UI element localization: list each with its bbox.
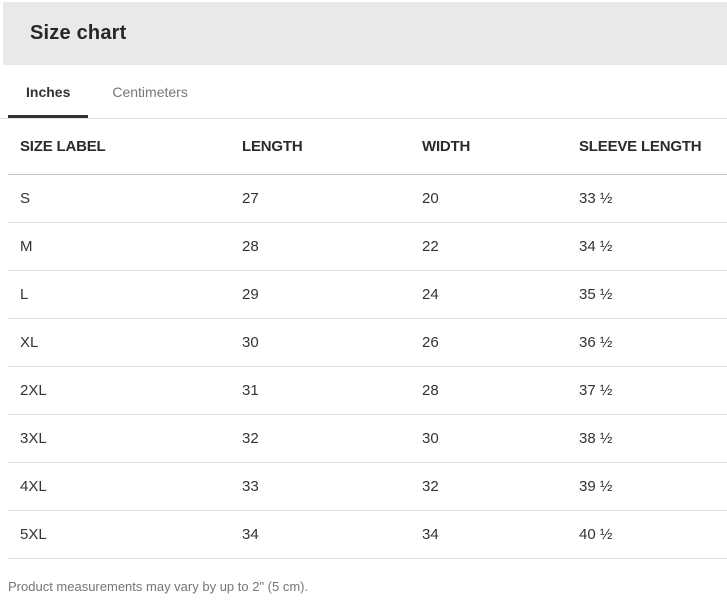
table-row: 2XL 31 28 37 ½ — [8, 367, 727, 415]
unit-tab-bar: Inches Centimeters — [0, 65, 727, 119]
cell-sleeve-length: 38 ½ — [579, 430, 613, 447]
cell-size-label: L — [20, 286, 29, 303]
cell-length: 27 — [242, 190, 259, 207]
cell-size-label: 2XL — [20, 382, 47, 399]
cell-width: 22 — [422, 238, 439, 255]
column-header-length: LENGTH — [242, 138, 303, 155]
table-row: 4XL 33 32 39 ½ — [8, 463, 727, 511]
tab-centimeters-label: Centimeters — [112, 83, 188, 100]
table-row: 3XL 32 30 38 ½ — [8, 415, 727, 463]
cell-size-label: M — [20, 238, 33, 255]
cell-width: 30 — [422, 430, 439, 447]
cell-sleeve-length: 40 ½ — [579, 526, 613, 543]
dialog-titlebar: Size chart — [3, 2, 727, 65]
cell-length: 29 — [242, 286, 259, 303]
table-row: 5XL 34 34 40 ½ — [8, 511, 727, 559]
table-row: M 28 22 34 ½ — [8, 223, 727, 271]
cell-length: 28 — [242, 238, 259, 255]
cell-sleeve-length: 34 ½ — [579, 238, 613, 255]
cell-sleeve-length: 33 ½ — [579, 190, 613, 207]
cell-sleeve-length: 35 ½ — [579, 286, 613, 303]
cell-width: 20 — [422, 190, 439, 207]
cell-width: 26 — [422, 334, 439, 351]
table-row: XL 30 26 36 ½ — [8, 319, 727, 367]
cell-width: 28 — [422, 382, 439, 399]
cell-sleeve-length: 37 ½ — [579, 382, 613, 399]
cell-length: 30 — [242, 334, 259, 351]
cell-size-label: S — [20, 190, 31, 207]
column-header-sleeve-length: SLEEVE LENGTH — [579, 138, 702, 155]
tab-inches-label: Inches — [26, 83, 71, 100]
cell-size-label: 5XL — [20, 526, 47, 543]
column-header-width: WIDTH — [422, 138, 471, 155]
cell-width: 32 — [422, 478, 439, 495]
cell-sleeve-length: 39 ½ — [579, 478, 613, 495]
cell-length: 32 — [242, 430, 259, 447]
cell-sleeve-length: 36 ½ — [579, 334, 613, 351]
cell-size-label: 4XL — [20, 478, 47, 495]
cell-size-label: 3XL — [20, 430, 47, 447]
tab-inches[interactable]: Inches — [8, 65, 89, 118]
measurement-disclaimer: Product measurements may vary by up to 2… — [8, 579, 309, 594]
table-row: L 29 24 35 ½ — [8, 271, 727, 319]
cell-length: 31 — [242, 382, 259, 399]
cell-width: 24 — [422, 286, 439, 303]
table-header-row: SIZE LABEL LENGTH WIDTH SLEEVE LENGTH — [8, 119, 727, 175]
cell-length: 33 — [242, 478, 259, 495]
cell-width: 34 — [422, 526, 439, 543]
table-row: S 27 20 33 ½ — [8, 175, 727, 223]
column-header-size-label: SIZE LABEL — [20, 138, 106, 155]
cell-size-label: XL — [20, 334, 39, 351]
page-title: Size chart — [30, 22, 127, 44]
tab-centimeters[interactable]: Centimeters — [94, 65, 205, 118]
cell-length: 34 — [242, 526, 259, 543]
